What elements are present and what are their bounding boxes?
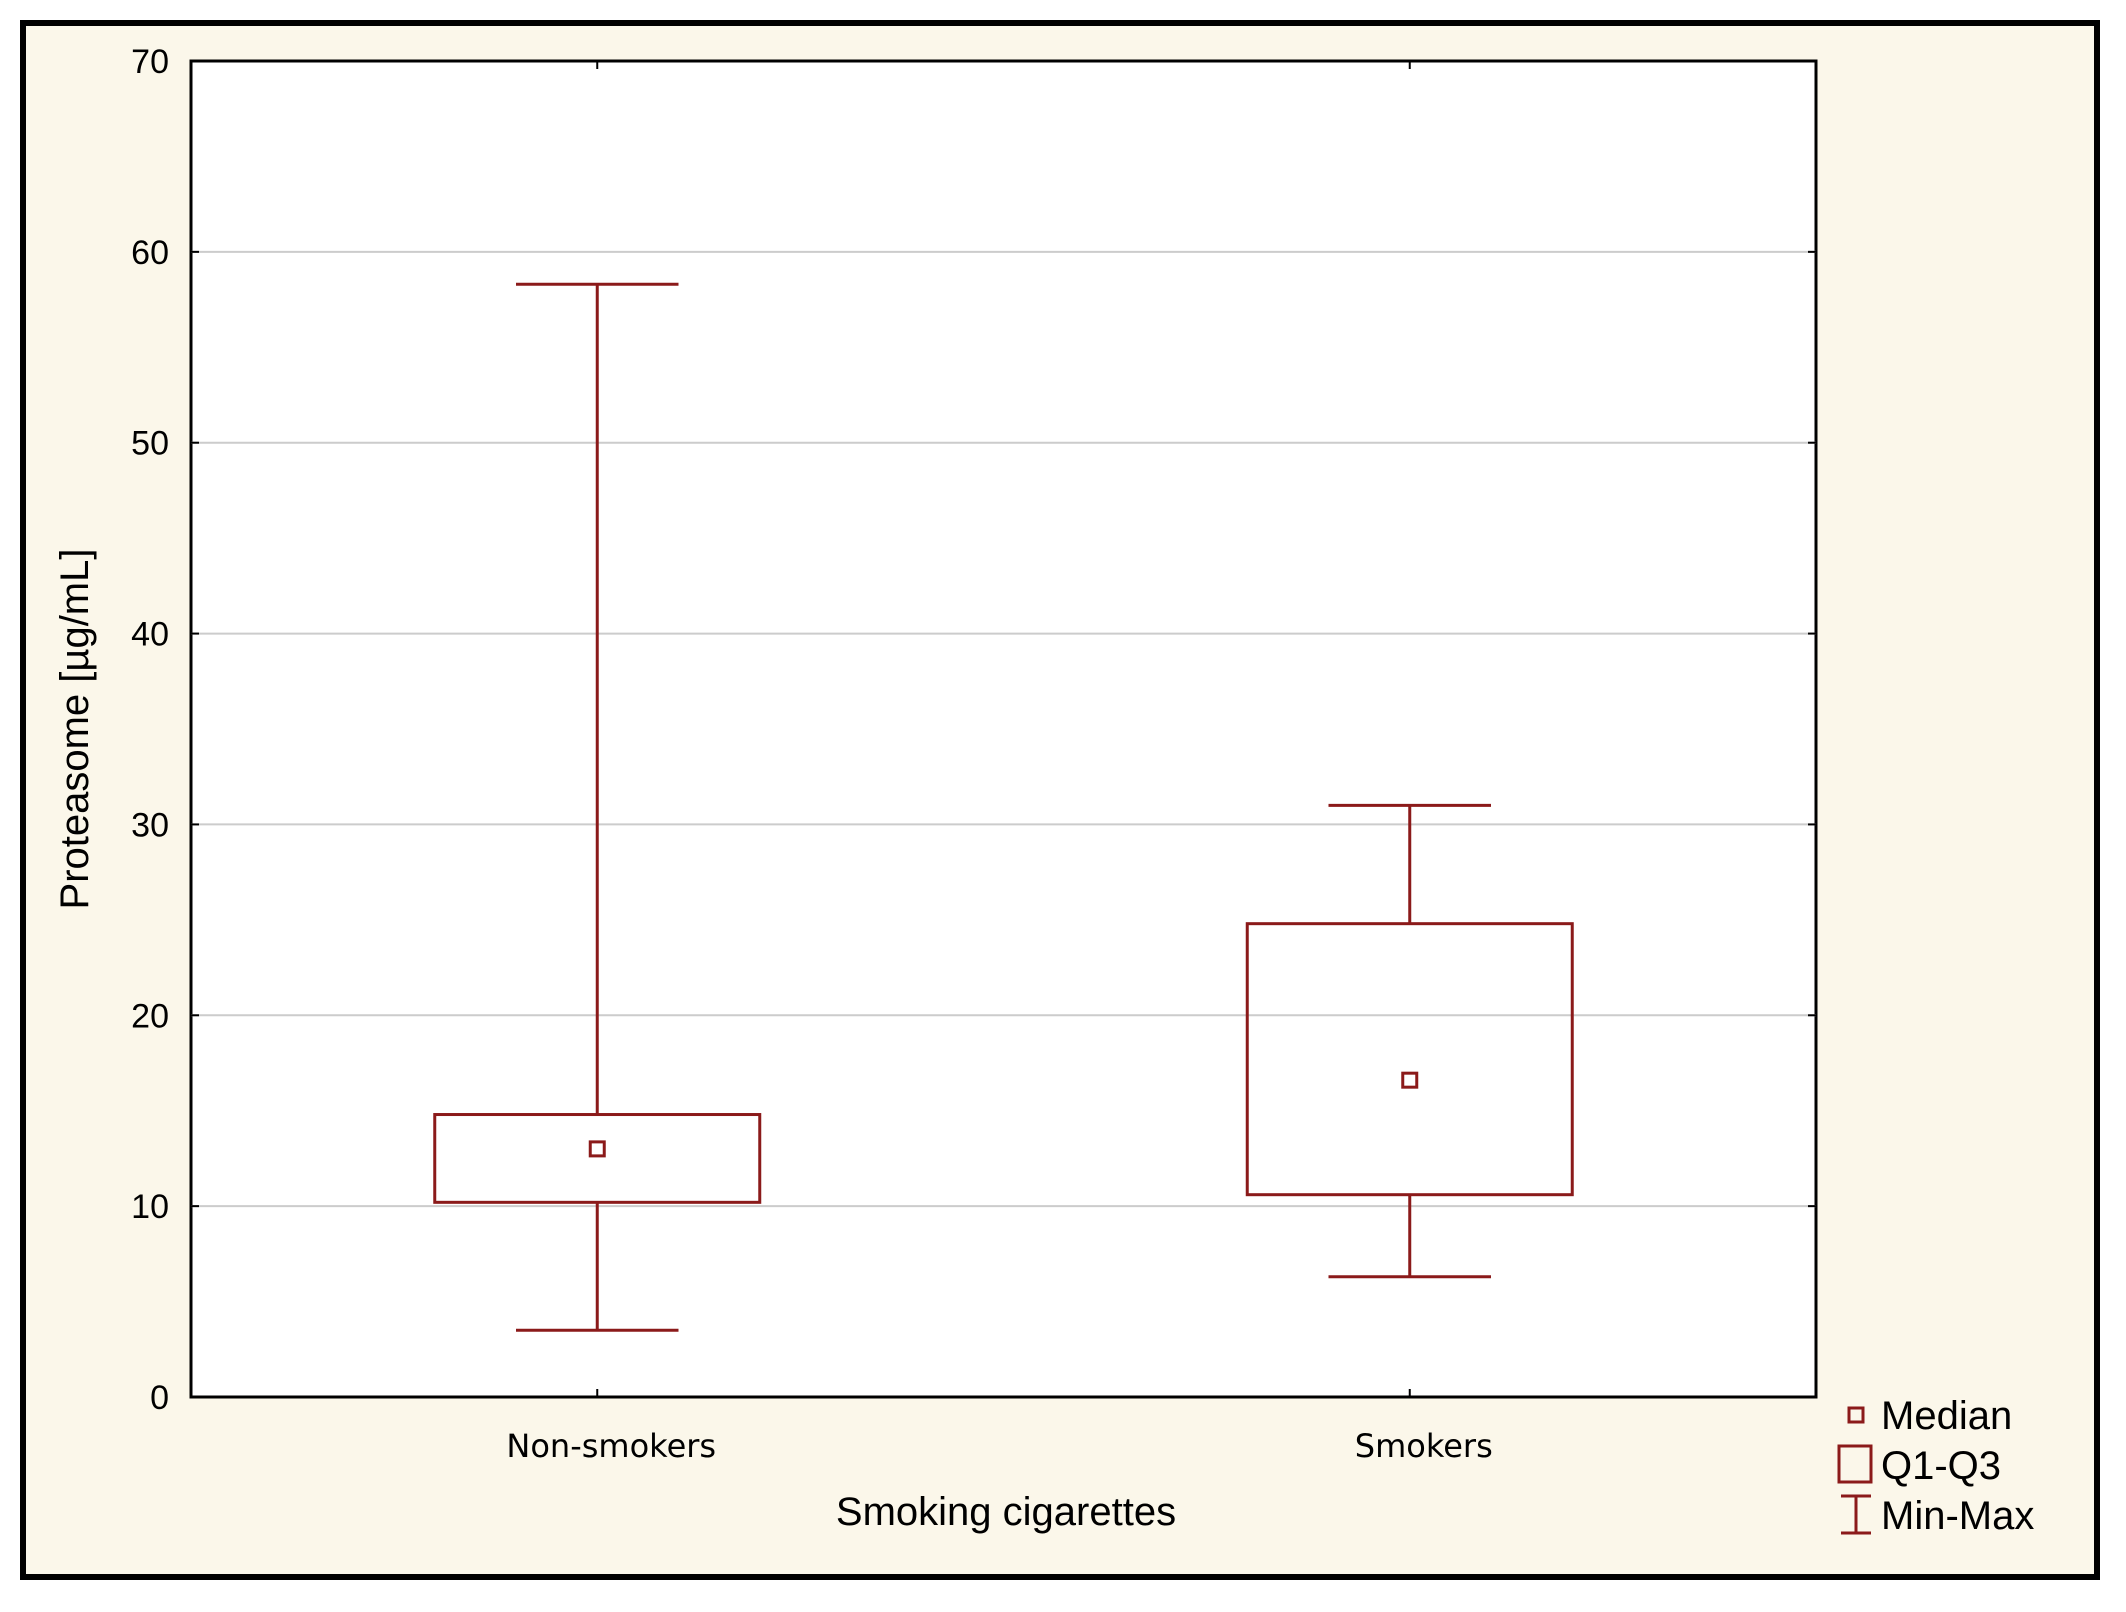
box-plot: 0 10 20 30 40 50 60 70 Non-smokers Smokers Prote… xyxy=(53,43,2034,1538)
chart-frame: 0 10 20 30 40 50 60 70 Non-smokers Smokers Prote… xyxy=(20,20,2100,1580)
legend-median-symbol xyxy=(1847,1406,1865,1424)
legend-box-label: Q1-Q3 xyxy=(1881,1444,2001,1488)
y-tick-label: 0 xyxy=(150,1379,169,1417)
median-marker xyxy=(1401,1071,1419,1089)
iqr-box xyxy=(433,1113,762,1204)
y-tick-label: 20 xyxy=(131,997,169,1035)
legend-whisker-label: Min-Max xyxy=(1881,1494,2034,1538)
y-tick-label: 40 xyxy=(131,616,169,654)
x-tick-label: Smokers xyxy=(1355,1427,1493,1465)
x-tick-label: Non-smokers xyxy=(506,1427,716,1465)
y-axis: 0 10 20 30 40 50 60 70 xyxy=(131,43,1816,1417)
legend-whisker-symbol xyxy=(1841,1494,1871,1535)
boxes xyxy=(433,282,1574,1332)
x-axis: Non-smokers Smokers xyxy=(506,61,1493,1465)
plot-area xyxy=(189,59,1818,1399)
legend-box-symbol xyxy=(1837,1444,1873,1484)
legend: Median Q1-Q3 Min-Max xyxy=(1837,1394,2034,1538)
grid-lines xyxy=(191,250,1816,1208)
x-axis-title: Smoking cigarettes xyxy=(836,1490,1176,1534)
box-smokers xyxy=(1245,803,1574,1279)
y-tick-label: 10 xyxy=(131,1188,169,1226)
y-tick-label: 60 xyxy=(131,234,169,272)
legend-median-label: Median xyxy=(1881,1394,2012,1438)
y-tick-label: 70 xyxy=(131,43,169,81)
y-tick-label: 30 xyxy=(131,806,169,844)
iqr-box xyxy=(1245,922,1574,1197)
y-tick-label: 50 xyxy=(131,425,169,463)
y-axis-title: Proteasome [µg/mL] xyxy=(53,549,97,910)
box-non-smokers xyxy=(433,282,762,1332)
median-marker xyxy=(588,1140,606,1158)
